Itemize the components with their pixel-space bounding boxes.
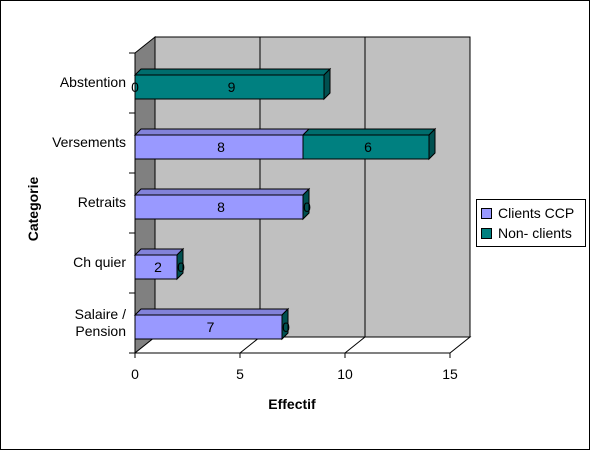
bar-0-2: [134, 194, 304, 220]
x-tick-label-0: 0: [131, 366, 139, 382]
legend-label-non-clients: Non- clients: [498, 225, 572, 241]
x-tick-label-2: 10: [337, 366, 353, 382]
bar-end-0: [323, 67, 331, 101]
category-label-3: Ch quier: [73, 254, 126, 270]
data-label-0-4: 7: [207, 319, 215, 335]
data-label-1-1: 6: [364, 139, 372, 155]
gridline-floor-10: [344, 336, 366, 354]
data-label-1-3: 0: [177, 259, 185, 275]
bar-0-4: [134, 314, 283, 340]
bar-end-1: [428, 127, 436, 161]
legend-label-clients-ccp: Clients CCP: [498, 205, 575, 221]
bar-0-1: [134, 134, 304, 160]
bar-0-2-top: [133, 188, 311, 196]
legend: Clients CCP Non- clients: [476, 199, 586, 247]
category-label-2: Retraits: [78, 194, 126, 210]
bar-1-1-top: [301, 128, 437, 136]
x-axis-label: Effectif: [268, 396, 316, 412]
legend-swatch-clients-ccp: [481, 207, 492, 219]
category-label-0: Abstention: [60, 74, 126, 90]
x-tick-label-3: 15: [442, 366, 458, 382]
bar-end-2: [302, 187, 310, 221]
category-label-4: Salaire / Pension: [75, 306, 126, 339]
x-tick-label-1: 5: [236, 366, 244, 382]
bar-end-4: [281, 307, 289, 341]
bar-0-4-top: [133, 308, 290, 316]
data-label-1-4: 0: [282, 319, 290, 335]
data-label-1-0: 9: [228, 79, 236, 95]
y-axis-label: Categorie: [25, 177, 41, 242]
bar-0-3: [134, 254, 178, 280]
bar-0-1-top: [133, 128, 311, 136]
data-label-0-3: 2: [154, 259, 162, 275]
data-label-0-1: 8: [217, 139, 225, 155]
gridline-floor-5: [239, 336, 261, 354]
legend-item-non-clients: Non- clients: [481, 223, 581, 243]
category-label-1: Versements: [52, 134, 126, 150]
legend-swatch-non-clients: [481, 227, 492, 239]
bar-1-0-top: [133, 68, 332, 76]
data-label-0-2: 8: [217, 199, 225, 215]
bar-0-3-top: [133, 248, 185, 256]
data-label-1-2: 0: [303, 199, 311, 215]
legend-item-clients-ccp: Clients CCP: [481, 203, 581, 223]
bar-end-3: [176, 247, 184, 281]
